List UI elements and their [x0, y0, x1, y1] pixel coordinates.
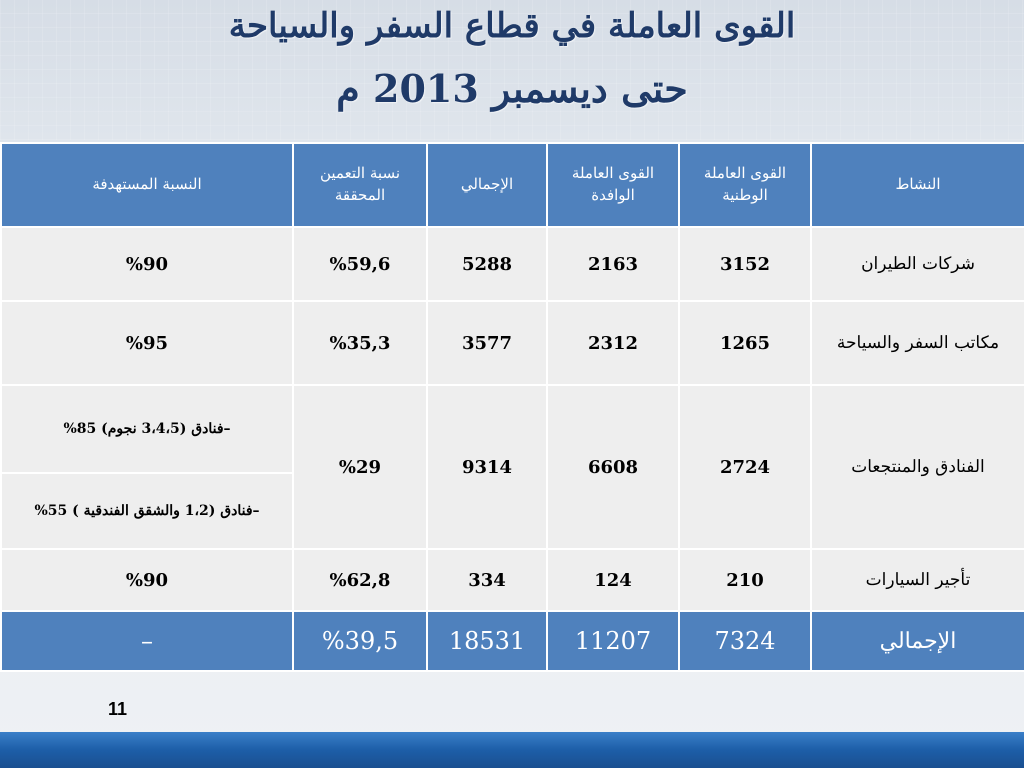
- cell-national: 7324: [678, 610, 812, 672]
- cell-achieved-rate: %29: [292, 384, 428, 550]
- background-grid: [0, 0, 1024, 140]
- cell-total: 334: [426, 548, 548, 612]
- cell-total: 5288: [426, 226, 548, 302]
- cell-target-rate: %90: [0, 548, 294, 612]
- cell-activity: الفنادق والمنتجعات: [810, 384, 1024, 550]
- cell-expat: 2163: [546, 226, 680, 302]
- cell-activity: شركات الطيران: [810, 226, 1024, 302]
- cell-target-rate-hotels-1-2: –فنادق (1،2 والشقق الفندقية ) 55%: [0, 472, 294, 550]
- cell-total: 3577: [426, 300, 548, 386]
- cell-total: 9314: [426, 384, 548, 550]
- slide-number: 11: [108, 699, 128, 719]
- cell-achieved-rate: %35,3: [292, 300, 428, 386]
- cell-expat: 11207: [546, 610, 680, 672]
- cell-national: 3152: [678, 226, 812, 302]
- header-expat: القوى العاملة الوافدة: [546, 142, 680, 228]
- cell-national: 2724: [678, 384, 812, 550]
- table-row: –فنادق (1،2 والشقق الفندقية ) 55%: [0, 472, 1024, 550]
- footer-bar: [0, 732, 1024, 768]
- cell-target-rate: –: [0, 610, 294, 672]
- table-row: تأجير السيارات 210 124 334 %62,8 %90: [0, 548, 1024, 612]
- cell-national: 1265: [678, 300, 812, 386]
- table-row: مكاتب السفر والسياحة 1265 2312 3577 %35,…: [0, 300, 1024, 386]
- table-header-row: النشاط القوى العاملة الوطنية القوى العام…: [0, 142, 1024, 228]
- table-row: شركات الطيران 3152 2163 5288 %59,6 %90: [0, 226, 1024, 302]
- cell-achieved-rate: %39,5: [292, 610, 428, 672]
- cell-national: 210: [678, 548, 812, 612]
- header-activity: النشاط: [810, 142, 1024, 228]
- total-row: الإجمالي 7324 11207 18531 %39,5 –: [0, 610, 1024, 672]
- workforce-table: النشاط القوى العاملة الوطنية القوى العام…: [0, 142, 1024, 672]
- cell-expat: 6608: [546, 384, 680, 550]
- header-national: القوى العاملة الوطنية: [678, 142, 812, 228]
- cell-activity: تأجير السيارات: [810, 548, 1024, 612]
- header-achieved-rate: نسبة التعمين المحققة: [292, 142, 428, 228]
- cell-target-rate-hotels-3-5: –فنادق (3،4،5 نجوم) 85%: [0, 384, 294, 474]
- cell-expat: 2312: [546, 300, 680, 386]
- cell-target-rate: %95: [0, 300, 294, 386]
- cell-total: 18531: [426, 610, 548, 672]
- cell-achieved-rate: %62,8: [292, 548, 428, 612]
- slide-title: القوى العاملة في قطاع السفر والسياحة: [228, 6, 796, 46]
- header-target-rate: النسبة المستهدفة: [0, 142, 294, 228]
- slide-subtitle: حتى ديسمبر 2013 م: [336, 66, 688, 111]
- cell-activity: مكاتب السفر والسياحة: [810, 300, 1024, 386]
- cell-achieved-rate: %59,6: [292, 226, 428, 302]
- table-row: الفنادق والمنتجعات 2724 6608 9314 %29 –ف…: [0, 384, 1024, 550]
- cell-activity: الإجمالي: [810, 610, 1024, 672]
- header-total: الإجمالي: [426, 142, 548, 228]
- cell-target-rate: %90: [0, 226, 294, 302]
- cell-expat: 124: [546, 548, 680, 612]
